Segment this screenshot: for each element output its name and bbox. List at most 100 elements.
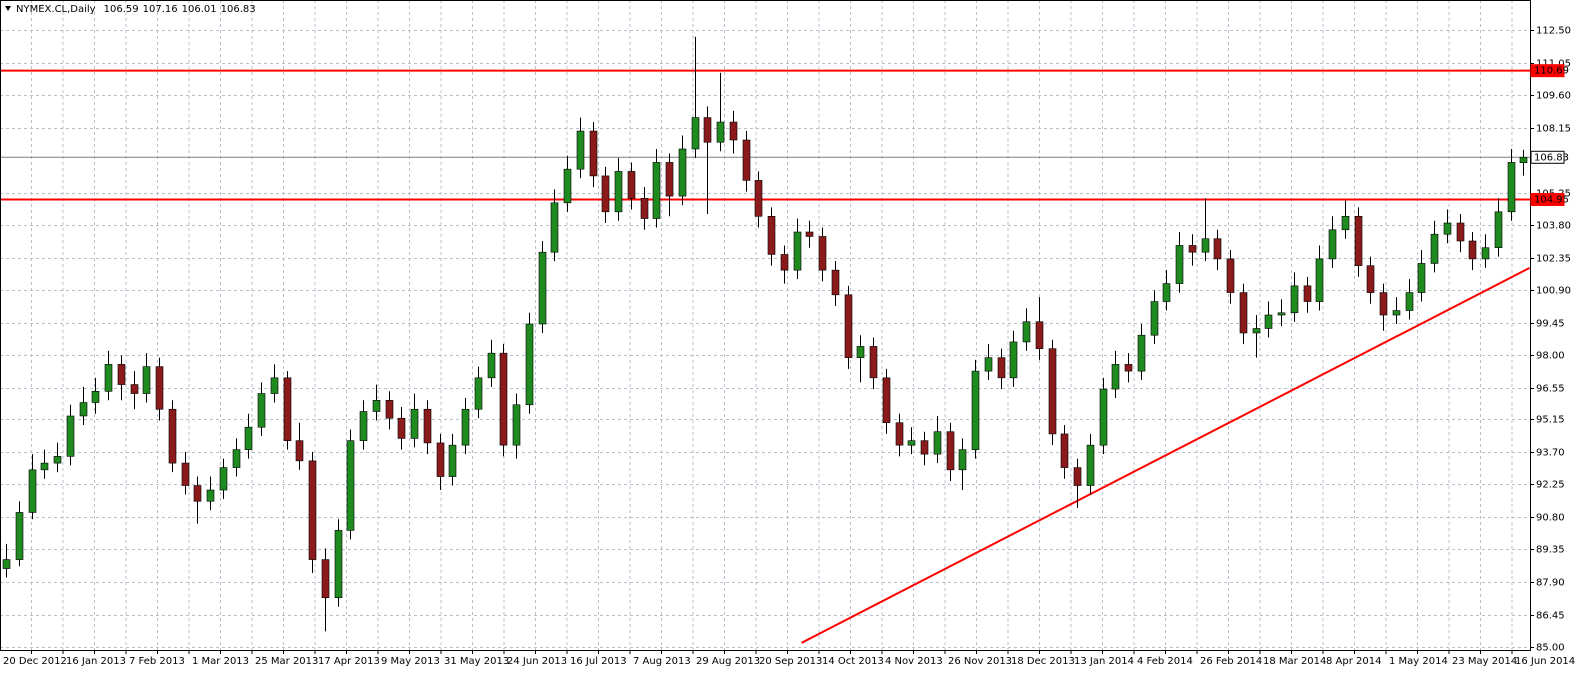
candle-body — [844, 294, 853, 358]
candle-body — [487, 352, 496, 379]
candle-body — [1099, 388, 1108, 446]
candle-body — [1443, 222, 1452, 235]
plot-frame — [0, 0, 1531, 651]
candle-body — [869, 346, 878, 379]
candle-body — [79, 402, 88, 417]
y-tick-label: 111.05 — [1536, 59, 1571, 70]
candle-body — [716, 121, 725, 143]
chart-header: NYMEX.CL,Daily 106.59 107.16 106.01 106.83 — [16, 4, 256, 15]
candle-body — [1354, 215, 1363, 266]
y-tick-label: 100.90 — [1536, 286, 1571, 297]
x-tick-label: 4 Feb 2014 — [1137, 656, 1193, 667]
candle-body — [1290, 285, 1299, 314]
candle-body — [1048, 348, 1057, 435]
candle-body — [1366, 265, 1375, 293]
candle-body — [742, 139, 751, 181]
candle-body — [550, 202, 559, 253]
x-tick-label: 18 Dec 2013 — [1011, 656, 1075, 667]
candle-body — [1150, 301, 1159, 336]
candle-body — [1086, 444, 1095, 486]
candle-body — [1226, 258, 1235, 293]
candle-body — [754, 180, 763, 217]
level-box — [1530, 64, 1565, 78]
price-box — [1530, 150, 1565, 164]
y-tick-label: 109.60 — [1536, 91, 1571, 102]
candle-body — [793, 231, 802, 271]
candle-body — [155, 366, 164, 410]
x-tick-label: 4 Nov 2013 — [885, 656, 943, 667]
x-tick-label: 24 Jun 2013 — [507, 656, 567, 667]
y-tick-label: 96.55 — [1536, 384, 1565, 395]
x-tick-label: 13 Jan 2014 — [1074, 656, 1134, 667]
candle-body — [219, 467, 228, 491]
x-tick-label: 31 May 2013 — [444, 656, 509, 667]
candle-body — [525, 323, 534, 406]
header-open: 106.59 — [104, 4, 139, 15]
candle-body — [1264, 314, 1273, 329]
candle-body — [168, 408, 177, 464]
candle-body — [1213, 238, 1222, 260]
x-tick-label: 20 Dec 2012 — [3, 656, 67, 667]
price-label: 106.83 — [1534, 152, 1569, 163]
candle-body — [397, 417, 406, 439]
candle-body — [53, 456, 62, 464]
candle-body — [946, 431, 955, 471]
candle-body — [28, 469, 37, 513]
candle-body — [1494, 211, 1503, 249]
candle-body — [958, 449, 967, 471]
menu-arrow[interactable] — [5, 6, 11, 11]
candle-body — [703, 117, 712, 143]
candle-body — [805, 231, 814, 237]
x-tick-label: 29 Aug 2013 — [696, 656, 760, 667]
candle-body — [308, 460, 317, 560]
candle-body — [1519, 156, 1528, 163]
candle-body — [1137, 334, 1146, 372]
candle-body — [1303, 285, 1312, 302]
candle-body — [1188, 245, 1197, 253]
candle-body — [1468, 240, 1477, 260]
candle-body — [117, 364, 126, 385]
x-tick-label: 14 Oct 2013 — [822, 656, 884, 667]
x-tick-label: 8 Apr 2014 — [1326, 656, 1381, 667]
candle-body — [984, 357, 993, 372]
y-tick-label: 108.15 — [1536, 124, 1571, 135]
x-tick-label: 9 May 2013 — [381, 656, 440, 667]
candle-body — [15, 512, 24, 560]
candle-body — [474, 377, 483, 410]
marks-layer — [0, 36, 1531, 644]
candle-body — [423, 408, 432, 444]
candle-body — [1417, 263, 1426, 293]
chart-title: NYMEX.CL,Daily — [16, 4, 96, 15]
candle-body — [244, 426, 253, 450]
candle-body — [882, 377, 891, 424]
candle-body — [1405, 292, 1414, 311]
candle-body — [1009, 341, 1018, 379]
candle-body — [1430, 233, 1439, 264]
candle-body — [818, 236, 827, 271]
candle-body — [678, 148, 687, 197]
y-tick-label: 90.80 — [1536, 513, 1565, 524]
x-tick-label: 16 Jun 2014 — [1515, 656, 1575, 667]
candle-body — [359, 411, 368, 441]
candle-body — [1379, 292, 1388, 316]
grid-layer — [0, 0, 1530, 650]
y-tick-label: 89.35 — [1536, 545, 1565, 556]
candle-body — [181, 462, 190, 486]
candle-body — [436, 442, 445, 477]
candle-body — [971, 370, 980, 450]
candle-body — [91, 391, 100, 403]
level-box — [1530, 192, 1565, 206]
candle-body — [232, 449, 241, 468]
x-tick-label: 7 Feb 2013 — [129, 656, 185, 667]
candle-body — [780, 254, 789, 271]
candle-body — [1456, 222, 1465, 242]
candle-body — [206, 489, 215, 502]
y-tick-label: 112.50 — [1536, 26, 1571, 37]
candle-body — [895, 422, 904, 446]
candle-body — [1201, 238, 1210, 253]
y-tick-label: 93.70 — [1536, 448, 1565, 459]
y-tick-label: 92.25 — [1536, 480, 1565, 491]
candle-body — [729, 121, 738, 141]
y-tick-label: 103.80 — [1536, 221, 1571, 232]
